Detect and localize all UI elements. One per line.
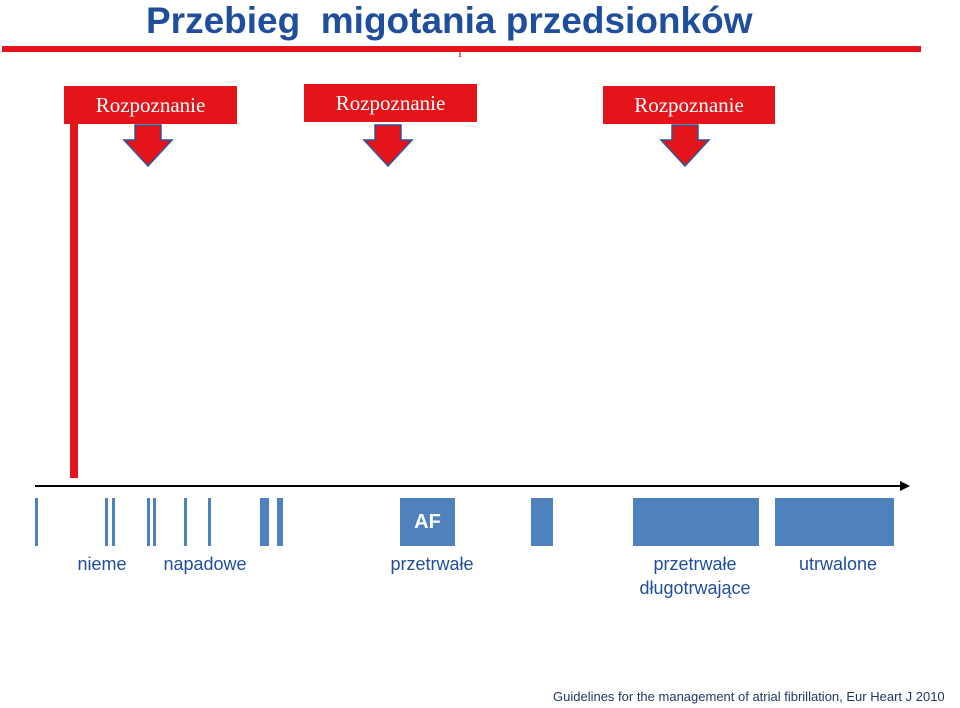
- episode-bar: [531, 498, 553, 546]
- down-arrow-icon-3: [659, 124, 711, 168]
- title-underline: [2, 46, 921, 52]
- episode-bar: [112, 498, 115, 546]
- episode-bar: [260, 498, 269, 546]
- category-label-persistent: przetrwałe: [390, 554, 474, 574]
- page-title: Przebieg migotania przedsionków: [146, 0, 753, 41]
- citation-footer: Guidelines for the management of atrial …: [553, 689, 945, 704]
- episode-bar: [277, 498, 283, 546]
- episode-bar: [35, 498, 38, 546]
- af-episode-bar: AF: [400, 498, 455, 546]
- onset-marker-line: [70, 124, 78, 478]
- episode-bar: [633, 498, 759, 546]
- category-label-permanent: utrwalone: [798, 554, 878, 574]
- category-label-paroxysmal: napadowe: [163, 554, 247, 574]
- episode-bar: [775, 498, 894, 546]
- category-label-long-persistent: przetrwałe długotrwające: [639, 554, 751, 598]
- category-label-silent: nieme: [77, 554, 127, 574]
- diagnosis-box-2: Rozpoznanie: [304, 84, 477, 122]
- down-arrow-icon-2: [362, 124, 414, 168]
- down-arrow-icon-1: [122, 124, 174, 168]
- episode-bar: [184, 498, 187, 546]
- diagnosis-box-1: Rozpoznanie: [64, 86, 237, 124]
- episode-bar: [208, 498, 211, 546]
- title-underline-mark: I: [458, 46, 462, 60]
- episode-bar: [147, 498, 150, 546]
- diagnosis-box-3: Rozpoznanie: [603, 86, 775, 124]
- episode-bar: [105, 498, 108, 546]
- episode-bar: [153, 498, 156, 546]
